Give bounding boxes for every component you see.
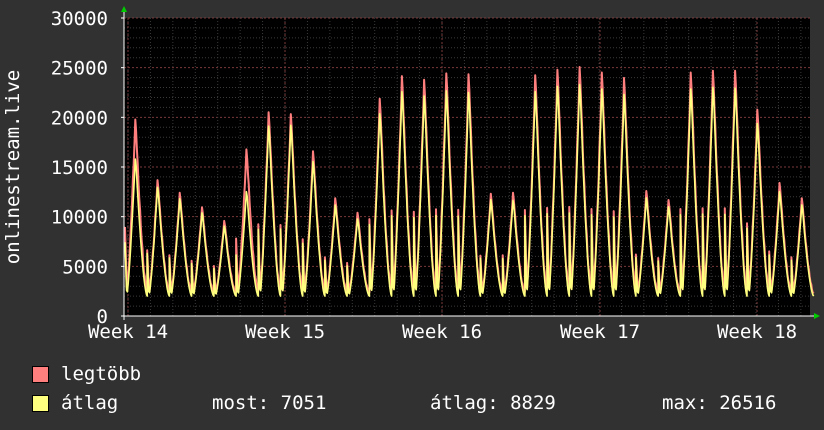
stat-max: max: 26516 [662, 392, 777, 414]
series-lines [124, 66, 815, 297]
axes [121, 6, 820, 320]
y-axis-label: onlinestream.live [2, 70, 24, 264]
y-tick-label: 15000 [51, 157, 108, 179]
legend-item-avg: átlag [32, 392, 118, 414]
legend-label-avg: átlag [61, 392, 119, 414]
legend-item-max: legtöbb [32, 363, 141, 385]
y-tick-label: 20000 [51, 107, 108, 129]
stat-current: most: 7051 [212, 392, 327, 414]
legend-label-max: legtöbb [61, 363, 142, 385]
x-axis-arrow [814, 313, 820, 319]
plot-area [124, 18, 810, 316]
x-tick-label: Week 14 [88, 321, 168, 343]
y-tick-label: 10000 [51, 207, 108, 229]
y-axis-arrow [121, 6, 127, 12]
y-tick-label: 25000 [51, 58, 108, 80]
y-tick-label: 5000 [62, 256, 108, 278]
stat-average: átlag: 8829 [430, 392, 556, 414]
x-tick-labels: Week 14 Week 15 Week 16 Week 17 Week 18 [88, 321, 797, 343]
x-tick-label: Week 18 [717, 321, 797, 343]
series-line-avg [124, 83, 815, 297]
legend-swatch-avg [32, 394, 49, 412]
y-tick-labels: 0 5000 10000 15000 20000 25000 30000 [51, 8, 108, 328]
legend-swatch-max [32, 365, 49, 383]
x-tick-label: Week 15 [245, 321, 325, 343]
y-tick-label: 0 [97, 306, 108, 328]
x-tick-label: Week 16 [402, 321, 482, 343]
x-tick-label: Week 17 [560, 321, 640, 343]
y-tick-label: 30000 [51, 8, 108, 30]
